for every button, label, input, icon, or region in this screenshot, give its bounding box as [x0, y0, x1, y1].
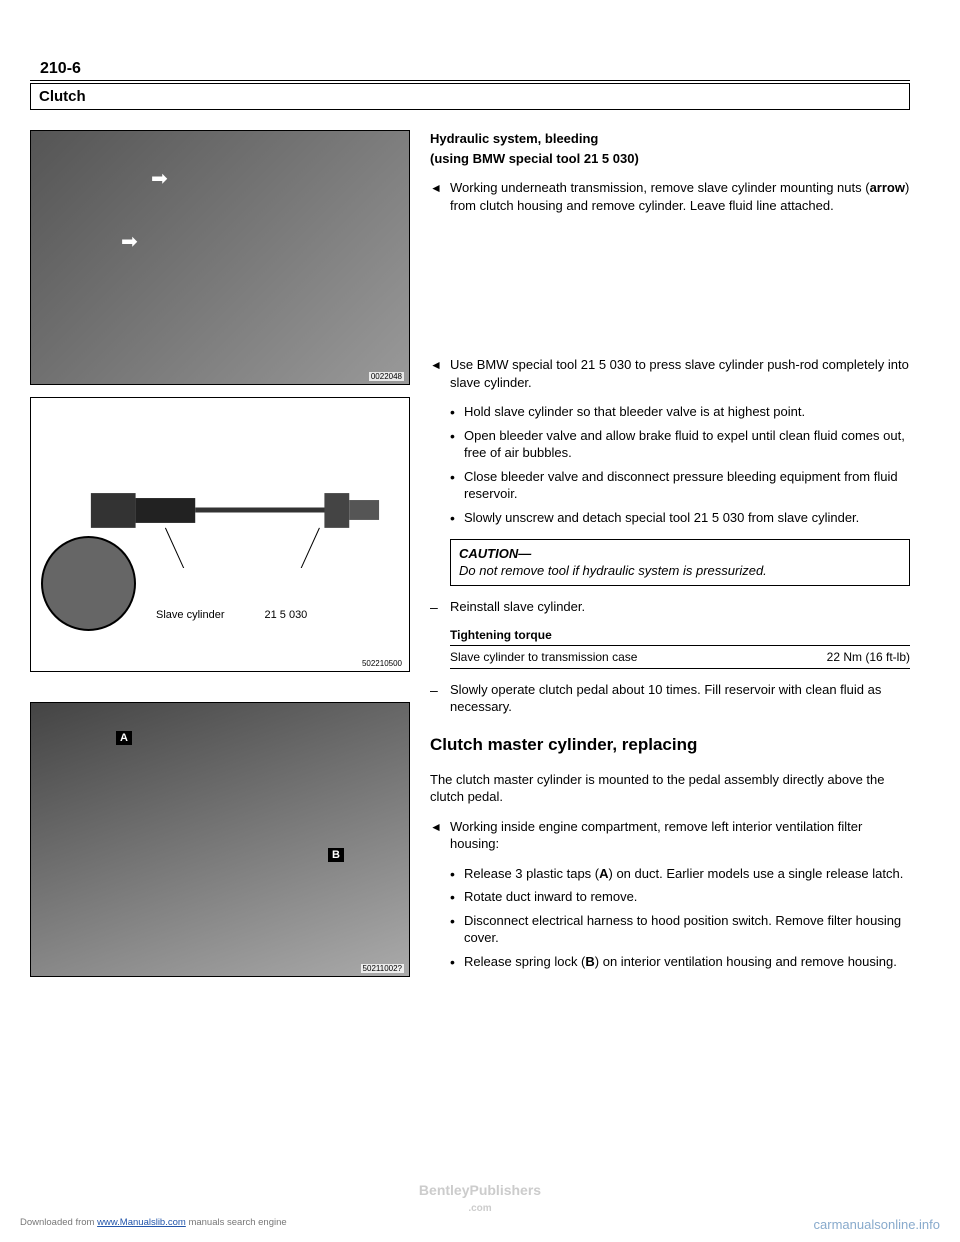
footer-right: carmanualsonline.info [814, 1217, 940, 1232]
figure-1-code: 0022048 [369, 372, 404, 381]
paragraph-4: Slowly operate clutch pedal about 10 tim… [430, 681, 910, 716]
footer-link[interactable]: www.Manualslib.com [97, 1217, 186, 1228]
list-item: Release 3 plastic taps (A) on duct. Earl… [450, 865, 910, 883]
list-item: Rotate duct inward to remove. [450, 888, 910, 906]
list-item: Disconnect electrical harness to hood po… [450, 912, 910, 947]
heading-hydraulic: Hydraulic system, bleeding [430, 130, 910, 148]
torque-row: Slave cylinder to transmission case 22 N… [450, 649, 910, 668]
spacer [430, 226, 910, 356]
figure-2-inset [41, 536, 136, 631]
list-item: Open bleeder valve and allow brake fluid… [450, 427, 910, 462]
arrow-icon: ➡ [151, 166, 168, 191]
figure-3-label-b: B [328, 848, 344, 862]
page-number: 210-6 [40, 60, 910, 78]
figure-3: A B 50211002? [30, 702, 410, 977]
bullet-list-1: Hold slave cylinder so that bleeder valv… [430, 403, 910, 526]
paragraph-2: Use BMW special tool 21 5 030 to press s… [430, 356, 910, 391]
footer: Downloaded from www.Manualslib.com manua… [20, 1217, 940, 1232]
figure-2-labels: Slave cylinder 21 5 030 [156, 609, 307, 621]
figure-2-label-1: Slave cylinder [156, 609, 224, 621]
figure-2-code: 502210500 [360, 659, 404, 668]
caution-text: Do not remove tool if hydraulic system i… [459, 563, 767, 578]
torque-heading: Tightening torque [450, 627, 910, 646]
figure-3-code: 50211002? [361, 964, 404, 973]
paragraph-6: Working inside engine compartment, remov… [430, 818, 910, 853]
figure-2-label-2: 21 5 030 [264, 609, 307, 621]
figure-2: Slave cylinder 21 5 030 502210500 [30, 397, 410, 672]
section-header: Clutch [30, 83, 910, 110]
footer-left: Downloaded from www.Manualslib.com manua… [20, 1217, 287, 1232]
right-column: Hydraulic system, bleeding (using BMW sp… [430, 130, 910, 989]
torque-section: Tightening torque Slave cylinder to tran… [450, 627, 910, 668]
list-item: Close bleeder valve and disconnect press… [450, 468, 910, 503]
list-item: Slowly unscrew and detach special tool 2… [450, 509, 910, 527]
content-area: ➡ ➡ 0022048 [30, 130, 910, 989]
figure-3-label-a: A [116, 731, 132, 745]
list-item: Release spring lock (B) on interior vent… [450, 953, 910, 971]
caution-box: CAUTION— Do not remove tool if hydraulic… [450, 539, 910, 586]
left-column: ➡ ➡ 0022048 [30, 130, 410, 989]
header-rule [30, 80, 910, 81]
paragraph-3: Reinstall slave cylinder. [430, 598, 910, 616]
paragraph-5: The clutch master cylinder is mounted to… [430, 771, 910, 806]
heading-hydraulic-sub: (using BMW special tool 21 5 030) [430, 150, 910, 168]
heading-master-cylinder: Clutch master cylinder, replacing [430, 734, 910, 757]
torque-value: 22 Nm (16 ft-lb) [827, 649, 910, 665]
bullet-list-2: Release 3 plastic taps (A) on duct. Earl… [430, 865, 910, 971]
paragraph-1: Working underneath transmission, remove … [430, 179, 910, 214]
torque-label: Slave cylinder to transmission case [450, 649, 637, 665]
watermark: BentleyPublishers .com [419, 1182, 541, 1214]
arrow-icon: ➡ [121, 229, 138, 254]
caution-title: CAUTION— [459, 546, 531, 561]
figure-1: ➡ ➡ 0022048 [30, 130, 410, 385]
list-item: Hold slave cylinder so that bleeder valv… [450, 403, 910, 421]
